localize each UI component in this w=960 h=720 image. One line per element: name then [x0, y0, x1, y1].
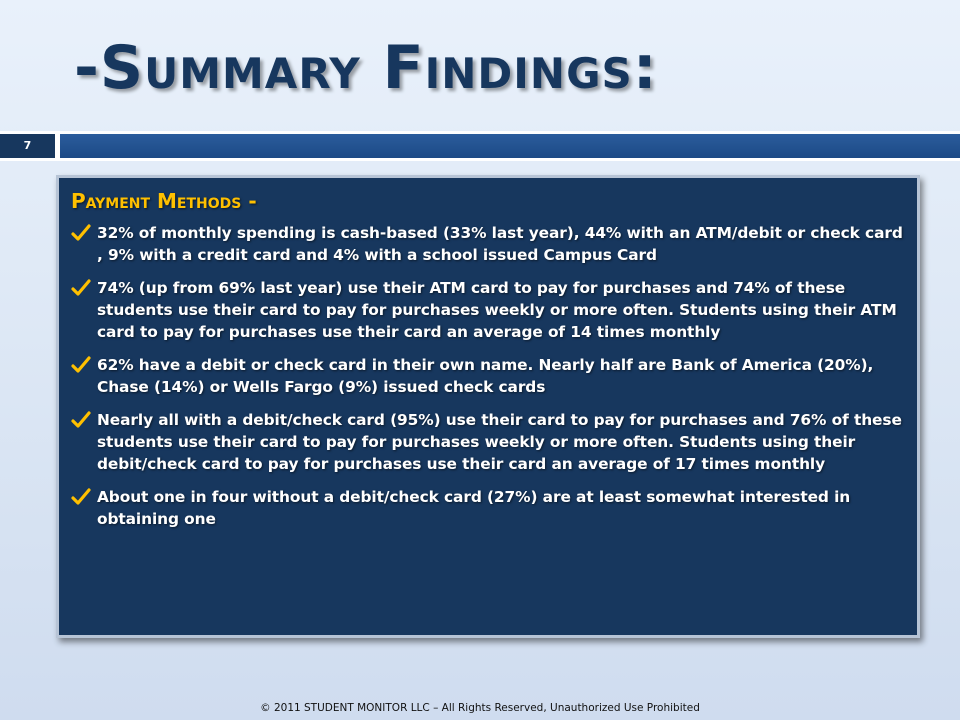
bullet-text: 62% have a debit or check card in their …	[97, 356, 874, 396]
header-strip	[60, 134, 960, 158]
bullet-text: About one in four without a debit/check …	[97, 488, 851, 528]
bullet-item: 74% (up from 69% last year) use their AT…	[71, 277, 905, 343]
section-heading: Payment Methods -	[71, 189, 257, 213]
bullet-text: 32% of monthly spending is cash-based (3…	[97, 224, 903, 264]
checkmark-icon	[71, 224, 91, 241]
bullet-text: 74% (up from 69% last year) use their AT…	[97, 279, 897, 341]
bullet-list: 32% of monthly spending is cash-based (3…	[71, 222, 905, 530]
copyright-footer: © 2011 STUDENT MONITOR LLC – All Rights …	[260, 702, 700, 714]
bullet-text: Nearly all with a debit/check card (95%)…	[97, 411, 902, 473]
slide-title: -Summary Findings:	[74, 33, 658, 103]
bullet-item: Nearly all with a debit/check card (95%)…	[71, 409, 905, 475]
checkmark-icon	[71, 411, 91, 428]
content-panel: Payment Methods - 32% of monthly spendin…	[56, 175, 920, 638]
checkmark-icon	[71, 488, 91, 505]
slide-number: 7	[0, 134, 55, 158]
bullet-item: 62% have a debit or check card in their …	[71, 354, 905, 398]
bullet-item: 32% of monthly spending is cash-based (3…	[71, 222, 905, 266]
checkmark-icon	[71, 356, 91, 373]
bullet-item: About one in four without a debit/check …	[71, 486, 905, 530]
checkmark-icon	[71, 279, 91, 296]
